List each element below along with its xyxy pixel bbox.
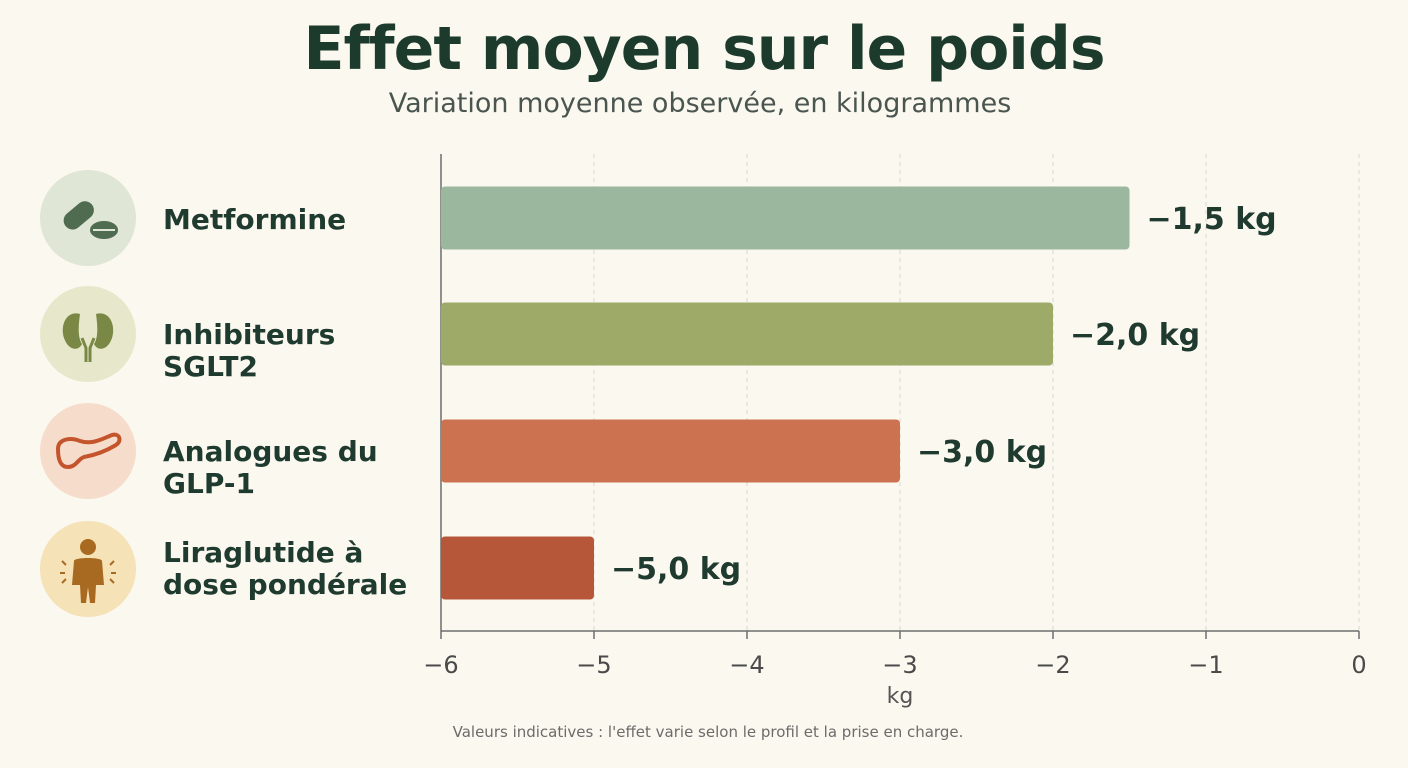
pancreas-icon (40, 403, 136, 499)
chart-title: Effet moyen sur le poids (303, 14, 1105, 84)
pill-icon (40, 170, 136, 266)
x-tick-label: −4 (729, 651, 764, 679)
data-label: −3,0 kg (917, 435, 1047, 470)
x-tick-label: −1 (1188, 651, 1223, 679)
chart-subtitle: Variation moyenne observée, en kilogramm… (388, 88, 1012, 119)
bar (441, 419, 900, 483)
x-tick-label: −3 (882, 651, 917, 679)
person-icon (40, 521, 136, 617)
data-label: −1,5 kg (1147, 202, 1277, 237)
x-axis-title: kg (886, 684, 914, 709)
x-tick-label: −5 (576, 651, 611, 679)
bar (441, 302, 1053, 366)
x-tick-label: −6 (423, 651, 458, 679)
category-label-metformine: Metformine (163, 203, 347, 236)
category-label-liraglutide: Liraglutide à dose pondérale (163, 536, 408, 601)
data-label: −5,0 kg (611, 552, 741, 587)
bar (441, 536, 594, 600)
category-label-sglt2: Inhibiteurs SGLT2 (163, 318, 336, 383)
data-label: −2,0 kg (1070, 318, 1200, 353)
footnote: Valeurs indicatives : l'effet varie selo… (452, 723, 964, 741)
bar (441, 186, 1130, 250)
x-tick-label: 0 (1351, 651, 1366, 679)
kidney-icon (40, 286, 136, 382)
x-tick-label: −2 (1035, 651, 1070, 679)
category-label-glp1: Analogues du GLP-1 (163, 435, 378, 500)
